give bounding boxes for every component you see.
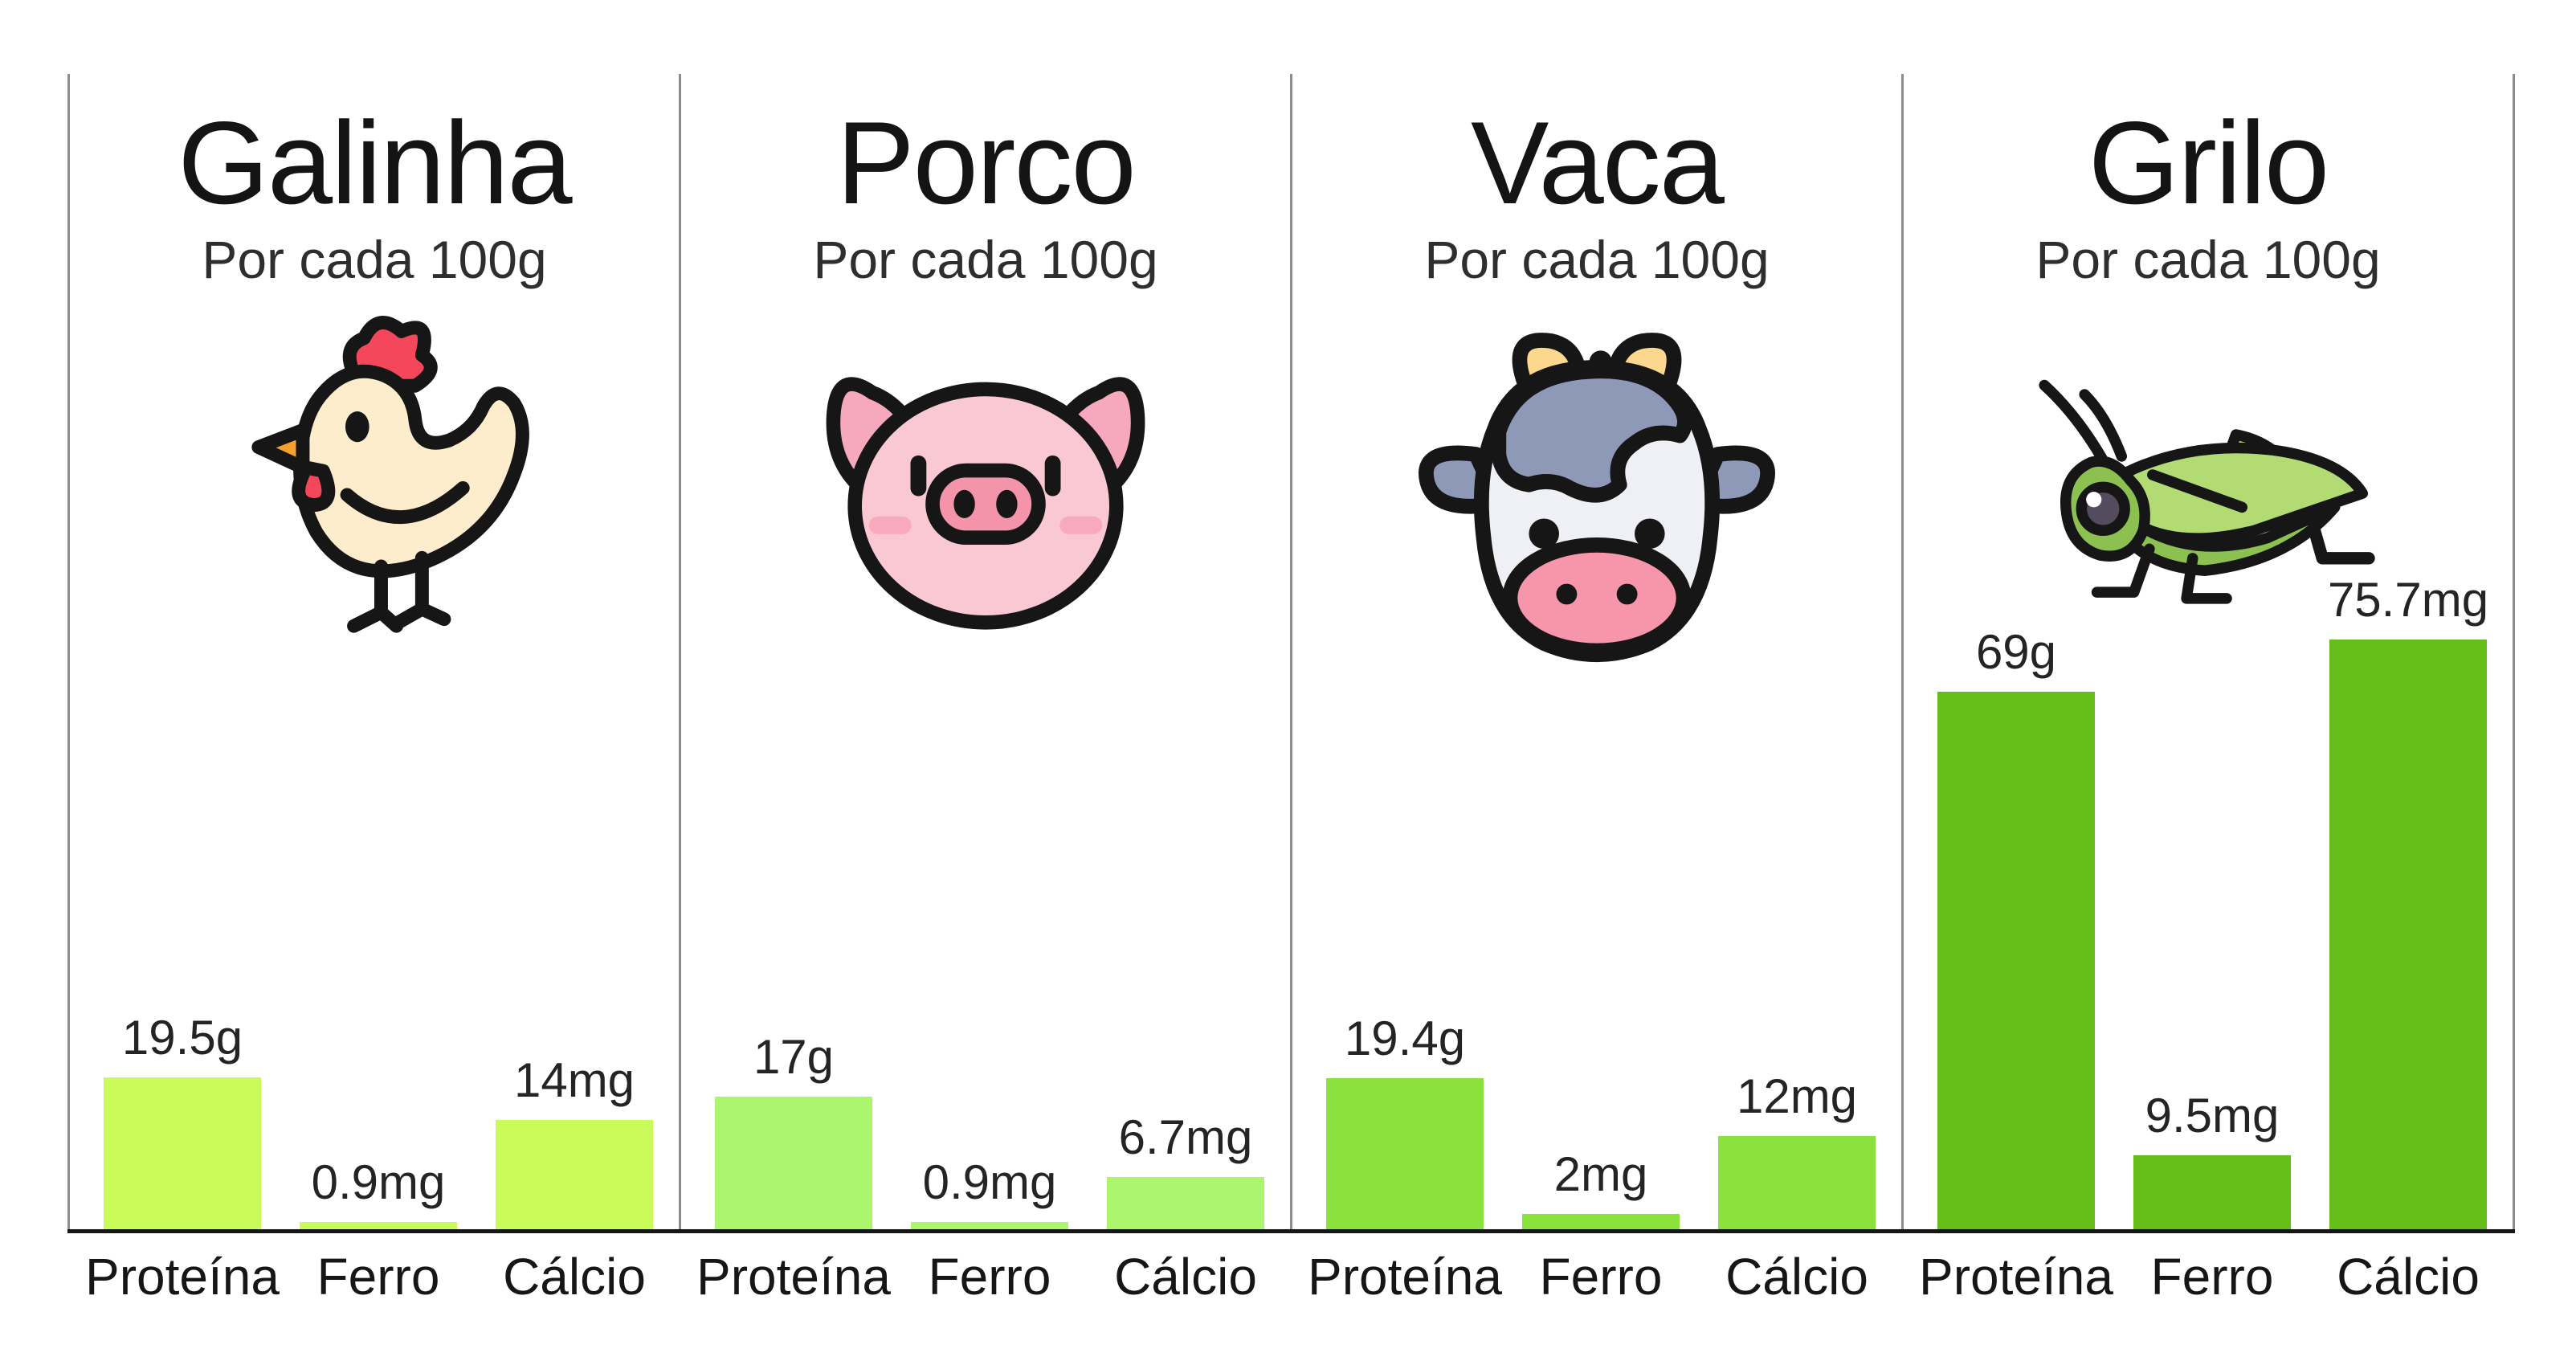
bars-row: 19.5g Proteína 0.9mg Ferro 14mg Cálcio	[85, 1010, 653, 1306]
chicken-icon	[204, 284, 545, 651]
panel-subtitle: Por cada 100g	[2035, 230, 2381, 289]
panel-subtitle: Por cada 100g	[1424, 230, 1770, 289]
panel-title: Grilo	[2088, 97, 2329, 228]
bar-category-label: Cálcio	[2337, 1248, 2480, 1306]
panel-grilo: Grilo Por cada 100g	[1901, 74, 2515, 1306]
bar-group-calcio: 6.7mg Cálcio	[1107, 1110, 1264, 1306]
panel-title: Porco	[836, 97, 1136, 228]
bar-value-label: 19.4g	[1344, 1011, 1466, 1065]
bar-category-label: Ferro	[1539, 1248, 1663, 1306]
bar-category-label: Proteína	[1308, 1248, 1502, 1306]
panel-title: Vaca	[1471, 97, 1725, 228]
bar-category-label: Proteína	[1919, 1248, 2113, 1306]
panel-subtitle: Por cada 100g	[202, 230, 547, 289]
bar-category-label: Proteína	[85, 1248, 280, 1306]
bar-category-label: Cálcio	[503, 1248, 646, 1306]
bar-group-proteina: 19.5g Proteína	[85, 1010, 280, 1306]
bar-value-label: 69g	[1975, 624, 2057, 679]
bar-category-label: Ferro	[928, 1248, 1051, 1306]
bar-group-proteina: 19.4g Proteína	[1308, 1011, 1502, 1306]
bar-value-label: 2mg	[1553, 1146, 1648, 1201]
bar-calcio	[496, 1120, 653, 1229]
bar-value-label: 75.7mg	[2327, 572, 2489, 627]
bar-group-calcio: 14mg Cálcio	[496, 1052, 653, 1306]
cow-icon	[1408, 299, 1786, 701]
bar-ferro	[911, 1222, 1068, 1229]
cricket-icon	[2007, 362, 2409, 628]
bar-calcio	[1107, 1177, 1264, 1229]
bar-ferro	[300, 1222, 457, 1229]
bars-row: 69g Proteína 9.5mg Ferro 75.7mg Cálcio	[1919, 572, 2489, 1306]
bar-value-label: 17g	[753, 1030, 835, 1085]
chart-area: Galinha Por cada 100g	[67, 74, 2515, 1306]
panel-title: Galinha	[178, 97, 572, 228]
bars-row: 19.4g Proteína 2mg Ferro 12mg Cálcio	[1308, 1011, 1876, 1306]
bars-row: 17g Proteína 0.9mg Ferro 6.7mg Cálcio	[696, 1029, 1264, 1306]
bar-ferro	[2133, 1155, 2291, 1229]
pig-icon	[809, 315, 1162, 668]
panel-porco: Porco Por cada 100g	[679, 74, 1290, 1306]
bar-category-label: Proteína	[696, 1248, 891, 1306]
bar-category-label: Cálcio	[1725, 1248, 1868, 1306]
bar-calcio	[2329, 639, 2487, 1229]
bar-value-label: 12mg	[1736, 1069, 1858, 1123]
bar-group-proteina: 69g Proteína	[1919, 624, 2113, 1306]
bar-value-label: 6.7mg	[1118, 1110, 1253, 1165]
bar-proteina	[1937, 691, 2095, 1229]
bar-category-label: Ferro	[316, 1248, 440, 1306]
bar-calcio	[1718, 1135, 1876, 1229]
bar-group-ferro: 0.9mg Ferro	[300, 1155, 457, 1306]
bar-group-ferro: 2mg Ferro	[1522, 1146, 1680, 1306]
bar-category-label: Cálcio	[1114, 1248, 1257, 1306]
bar-value-label: 9.5mg	[2145, 1088, 2280, 1142]
bar-value-label: 14mg	[513, 1053, 635, 1108]
bar-value-label: 0.9mg	[922, 1155, 1057, 1210]
bar-ferro	[1522, 1213, 1680, 1229]
bar-group-ferro: 9.5mg Ferro	[2133, 1088, 2291, 1306]
bar-category-label: Ferro	[2150, 1248, 2274, 1306]
bar-group-ferro: 0.9mg Ferro	[911, 1155, 1068, 1306]
bar-group-proteina: 17g Proteína	[696, 1029, 891, 1306]
panel-vaca: Vaca Por cada 100g	[1290, 74, 1901, 1306]
bar-group-calcio: 75.7mg Cálcio	[2327, 572, 2489, 1306]
bar-proteina	[104, 1077, 261, 1229]
bar-value-label: 0.9mg	[311, 1155, 446, 1210]
bar-group-calcio: 12mg Cálcio	[1718, 1069, 1876, 1306]
bar-proteina	[715, 1097, 872, 1229]
panel-galinha: Galinha Por cada 100g	[67, 74, 679, 1306]
bar-value-label: 19.5g	[121, 1010, 243, 1065]
panel-subtitle: Por cada 100g	[813, 230, 1158, 289]
bar-proteina	[1326, 1077, 1484, 1229]
